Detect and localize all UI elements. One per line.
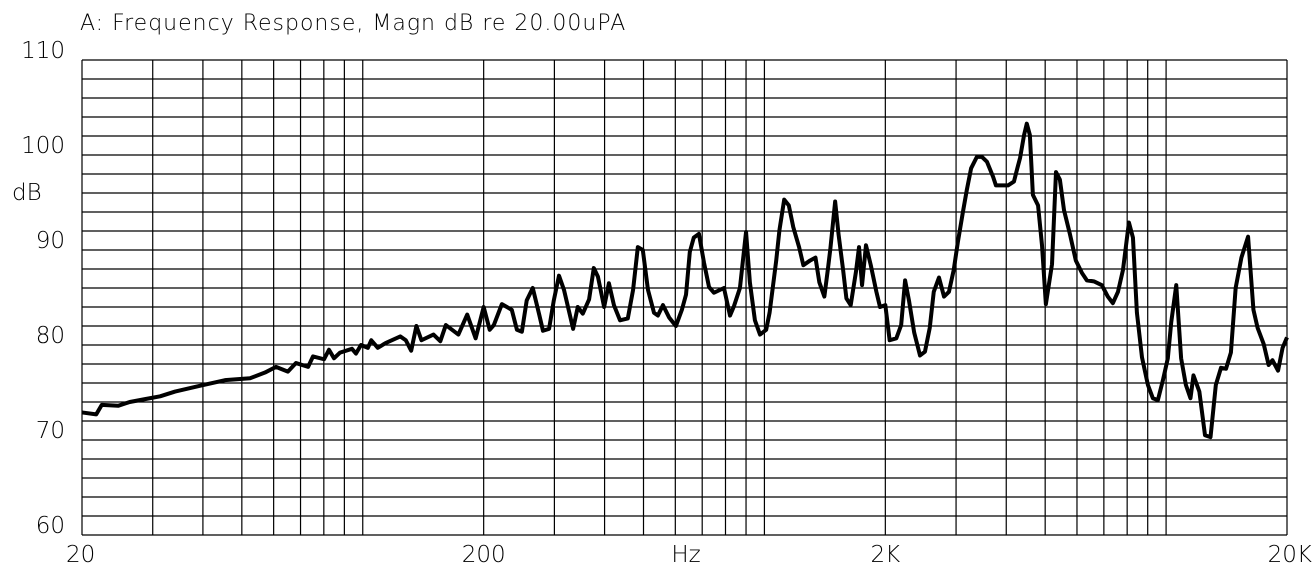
x-tick-label: 2K	[870, 542, 900, 565]
y-tick-label: 80	[36, 323, 65, 349]
y-tick-label: 110	[21, 38, 65, 64]
y-tick-label: 90	[36, 228, 65, 254]
y-tick-label: 100	[21, 133, 65, 159]
x-tick-label: 20	[66, 542, 95, 565]
x-axis-label: Hz	[671, 542, 700, 565]
response-line	[81, 121, 1289, 440]
x-tick-label: 200	[462, 542, 506, 565]
chart-title: A: Frequency Response, Magn dB re 20.00u…	[80, 11, 626, 36]
y-axis-label: dB	[12, 180, 42, 206]
x-tick-label: 20K	[1268, 542, 1312, 565]
y-tick-label: 70	[36, 418, 65, 444]
y-tick-label: 60	[36, 513, 65, 539]
